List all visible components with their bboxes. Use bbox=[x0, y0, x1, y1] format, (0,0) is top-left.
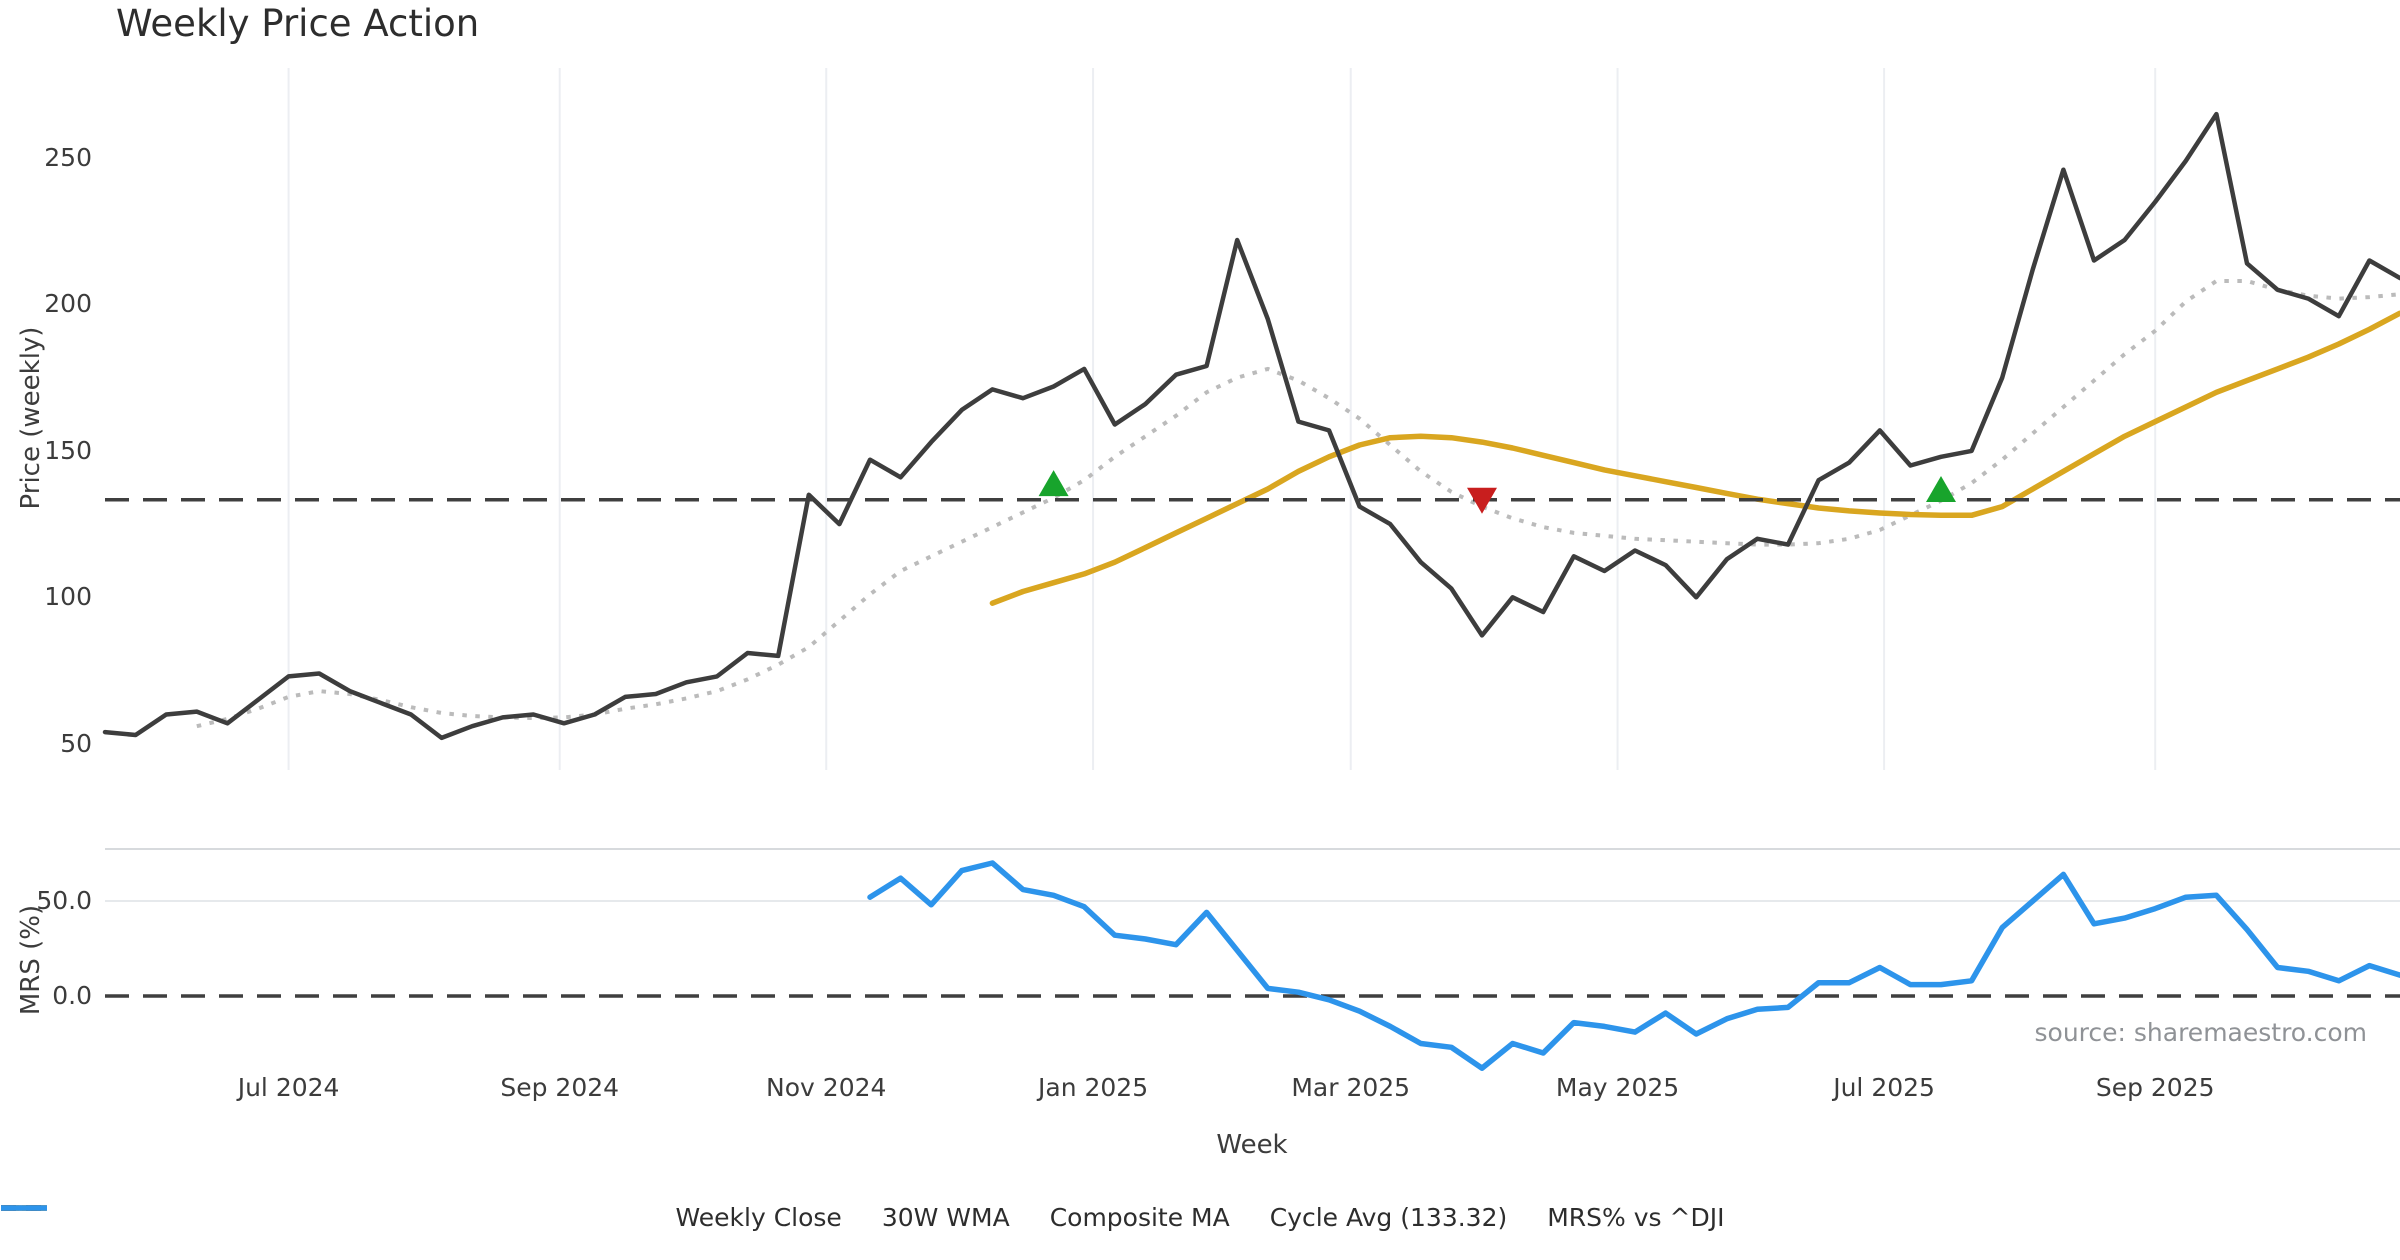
series-composite-ma bbox=[196, 279, 2400, 729]
legend-solid-line-swatch bbox=[1, 1205, 47, 1211]
legend-item: MRS% vs ^DJI bbox=[1, 1203, 1725, 1232]
mrs-y-tick-label: 0.0 bbox=[52, 981, 92, 1010]
price-y-tick-label: 100 bbox=[44, 582, 92, 612]
chart-legend: Weekly Close 30W WMA Composite MA Cycle Avg… bbox=[0, 1203, 2400, 1232]
legend-label: Cycle Avg (133.32) bbox=[1269, 1203, 1508, 1232]
x-tick-label: Jul 2025 bbox=[1833, 1073, 1935, 1102]
price-axis-label: Price (weekly) bbox=[16, 326, 46, 510]
x-tick-label: Sep 2025 bbox=[2095, 1073, 2215, 1102]
x-tick-label: May 2025 bbox=[1555, 1073, 1680, 1102]
legend-label: 30W WMA bbox=[881, 1203, 1010, 1232]
price-y-tick-label: 150 bbox=[44, 435, 92, 465]
series-weekly-close bbox=[102, 111, 2400, 741]
x-tick-label: Jul 2024 bbox=[237, 1073, 340, 1102]
triangle-up-marker bbox=[1926, 475, 1956, 502]
legend-item: Cycle Avg (133.32) bbox=[1, 1203, 1508, 1232]
x-tick-label: Mar 2025 bbox=[1291, 1073, 1411, 1102]
source-note: source: sharemaestro.com bbox=[2034, 1018, 2368, 1047]
series-mrs bbox=[867, 860, 2400, 1071]
x-tick-label: Sep 2024 bbox=[500, 1073, 620, 1102]
legend-label: MRS% vs ^DJI bbox=[1547, 1203, 1725, 1232]
price-y-tick-label: 50 bbox=[60, 728, 92, 758]
legend-label: Composite MA bbox=[1049, 1203, 1230, 1232]
price-y-tick-label: 200 bbox=[44, 289, 92, 319]
triangle-up-marker bbox=[1038, 470, 1069, 497]
mrs-y-tick-label: 50.0 bbox=[36, 886, 92, 915]
legend-item: Weekly Close bbox=[1, 1203, 842, 1232]
x-tick-label: Jan 2025 bbox=[1038, 1073, 1149, 1102]
price-y-tick-label: 250 bbox=[44, 143, 92, 172]
legend-item: Composite MA bbox=[1, 1203, 1230, 1232]
x-tick-label: Nov 2024 bbox=[766, 1073, 887, 1102]
series-30w-wma bbox=[989, 310, 2400, 606]
legend-item: 30W WMA bbox=[1, 1203, 1010, 1232]
legend-label: Weekly Close bbox=[675, 1203, 842, 1232]
week-axis-label: Week bbox=[1216, 1130, 1288, 1160]
chart-title: Weekly Price Action bbox=[116, 2, 480, 45]
triangle-down-marker bbox=[1467, 487, 1497, 514]
